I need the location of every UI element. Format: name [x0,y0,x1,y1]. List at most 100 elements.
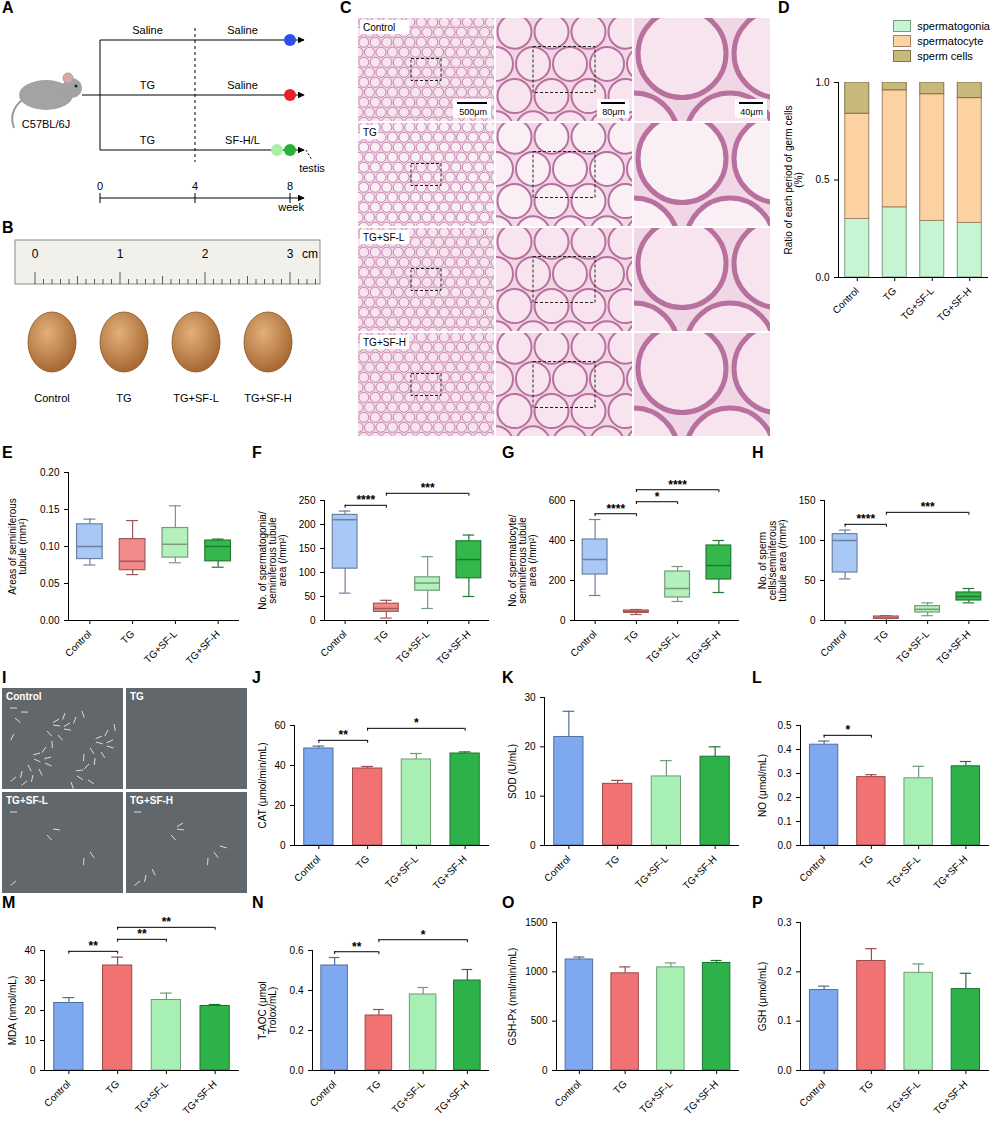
svg-text:****: **** [668,478,687,492]
svg-text:40μm: 40μm [740,107,763,117]
svg-text:Control: Control [63,628,94,659]
svg-text:TG+SF-H: TG+SF-H [681,853,719,891]
svg-text:TG+SF-L: TG+SF-L [644,628,681,665]
svg-text:TG+SF-L: TG+SF-L [363,232,405,243]
svg-text:600: 600 [549,495,566,506]
svg-text:0.4: 0.4 [778,744,792,755]
svg-text:No. of spermcells/seminiferous: No. of spermcells/seminiferoustubule are… [757,519,788,601]
svg-text:0.2: 0.2 [290,1025,304,1036]
svg-text:TG+SF-L: TG+SF-L [894,628,931,665]
svg-text:TG+SF-H: TG+SF-H [931,853,969,891]
svg-text:Control: Control [568,628,599,659]
svg-text:0: 0 [32,247,39,261]
svg-text:0: 0 [97,180,103,192]
svg-text:TG+SF-H: TG+SF-H [931,1078,969,1116]
svg-text:0.0: 0.0 [778,840,792,851]
svg-text:100: 100 [799,535,816,546]
svg-text:0.20: 0.20 [40,467,60,478]
svg-text:C57BL/6J: C57BL/6J [22,118,70,130]
svg-text:TG+SF-H: TG+SF-H [684,628,722,666]
svg-text:TG: TG [622,628,640,646]
svg-text:TG+SF-L: TG+SF-L [633,853,670,890]
svg-text:4: 4 [192,180,198,192]
svg-text:TG+SF-L: TG+SF-L [885,1078,922,1115]
svg-text:8: 8 [287,180,293,192]
svg-text:TG+SF-L: TG+SF-L [173,392,219,404]
svg-text:400: 400 [549,535,566,546]
svg-text:0.5: 0.5 [778,720,792,731]
svg-text:TG: TG [354,853,372,871]
svg-text:****: **** [356,493,375,507]
svg-text:TG: TG [365,1078,383,1096]
svg-text:TG: TG [881,285,899,303]
svg-text:0.2: 0.2 [778,792,792,803]
svg-text:Control: Control [363,22,395,33]
svg-text:TG+SF-H: TG+SF-H [244,392,291,404]
svg-text:0: 0 [542,1065,548,1076]
svg-text:TG+SF-H: TG+SF-H [935,285,973,323]
svg-text:TG+SF-L: TG+SF-L [142,628,179,665]
svg-text:Control: Control [34,392,69,404]
svg-text:Control: Control [797,853,828,884]
svg-text:**: ** [352,940,362,954]
svg-text:0.1: 0.1 [778,816,792,827]
svg-text:GSH (μmol/mL): GSH (μmol/mL) [757,962,768,1032]
svg-text:30: 30 [524,692,536,703]
svg-text:500: 500 [531,1015,548,1026]
svg-text:*: * [655,490,660,504]
svg-text:TG+SF-L: TG+SF-L [885,853,922,890]
svg-text:10: 10 [24,1035,36,1046]
svg-text:150: 150 [299,543,316,554]
svg-text:**: ** [89,939,99,953]
svg-text:Control: Control [292,853,323,884]
svg-text:0.2: 0.2 [778,966,792,977]
svg-text:Control: Control [318,628,349,659]
svg-text:0.0: 0.0 [778,1065,792,1076]
svg-text:MDA (nmol/mL): MDA (nmol/mL) [7,976,18,1045]
svg-text:CAT (μmol/min/mL): CAT (μmol/min/mL) [257,743,268,829]
svg-text:GSH-Px (nml/min/mL): GSH-Px (nml/min/mL) [507,948,518,1046]
svg-text:TG+SF-H: TG+SF-H [363,337,406,348]
svg-text:0.00: 0.00 [40,615,60,626]
svg-text:40: 40 [24,945,36,956]
svg-text:TG: TG [857,1078,875,1096]
svg-text:30: 30 [24,975,36,986]
svg-text:TG+SF-H: TG+SF-H [130,795,173,806]
svg-text:0: 0 [310,615,316,626]
svg-text:TG+SF-H: TG+SF-H [184,628,222,666]
svg-text:0: 0 [530,840,536,851]
svg-text:0.10: 0.10 [40,541,60,552]
svg-text:Areas of seminiferoustubule (m: Areas of seminiferoustubule (mm²) [7,498,28,595]
svg-text:0: 0 [560,615,566,626]
svg-text:T-AOC (μmolTrolox/mL): T-AOC (μmolTrolox/mL) [257,981,278,1040]
svg-text:TG: TG [104,1078,122,1096]
svg-text:Ratio of each period of germ c: Ratio of each period of germ cells(%) [783,106,804,255]
svg-text:TG: TG [363,127,377,138]
svg-text:TG: TG [140,79,155,91]
svg-text:1.0: 1.0 [816,77,830,88]
svg-text:60: 60 [274,720,286,731]
svg-text:****: **** [606,502,625,516]
svg-text:50: 50 [804,575,816,586]
svg-text:0.1: 0.1 [778,1015,792,1026]
svg-text:TG+SF-L: TG+SF-L [133,1078,170,1115]
svg-text:0.6: 0.6 [290,945,304,956]
svg-text:Control: Control [542,853,573,884]
svg-text:TG+SF-L: TG+SF-L [899,285,936,322]
svg-text:0.05: 0.05 [40,578,60,589]
svg-text:Saline: Saline [132,24,163,36]
svg-text:*: * [845,723,850,737]
svg-text:TG: TG [372,628,390,646]
svg-text:Control: Control [6,691,42,702]
svg-text:0.0: 0.0 [290,1065,304,1076]
svg-text:NO (μmol/mL): NO (μmol/mL) [757,754,768,817]
svg-text:Control: Control [308,1078,339,1109]
svg-text:TG: TG [130,691,144,702]
svg-text:TG+SF-L: TG+SF-L [394,628,431,665]
svg-text:No. of spermatocyte/seminifero: No. of spermatocyte/seminiferous tubulea… [507,514,538,606]
svg-text:TG: TG [604,853,622,871]
svg-text:Control: Control [830,285,861,316]
svg-text:Control: Control [818,628,849,659]
svg-text:**: ** [162,915,172,929]
svg-text:1500: 1500 [525,917,548,928]
